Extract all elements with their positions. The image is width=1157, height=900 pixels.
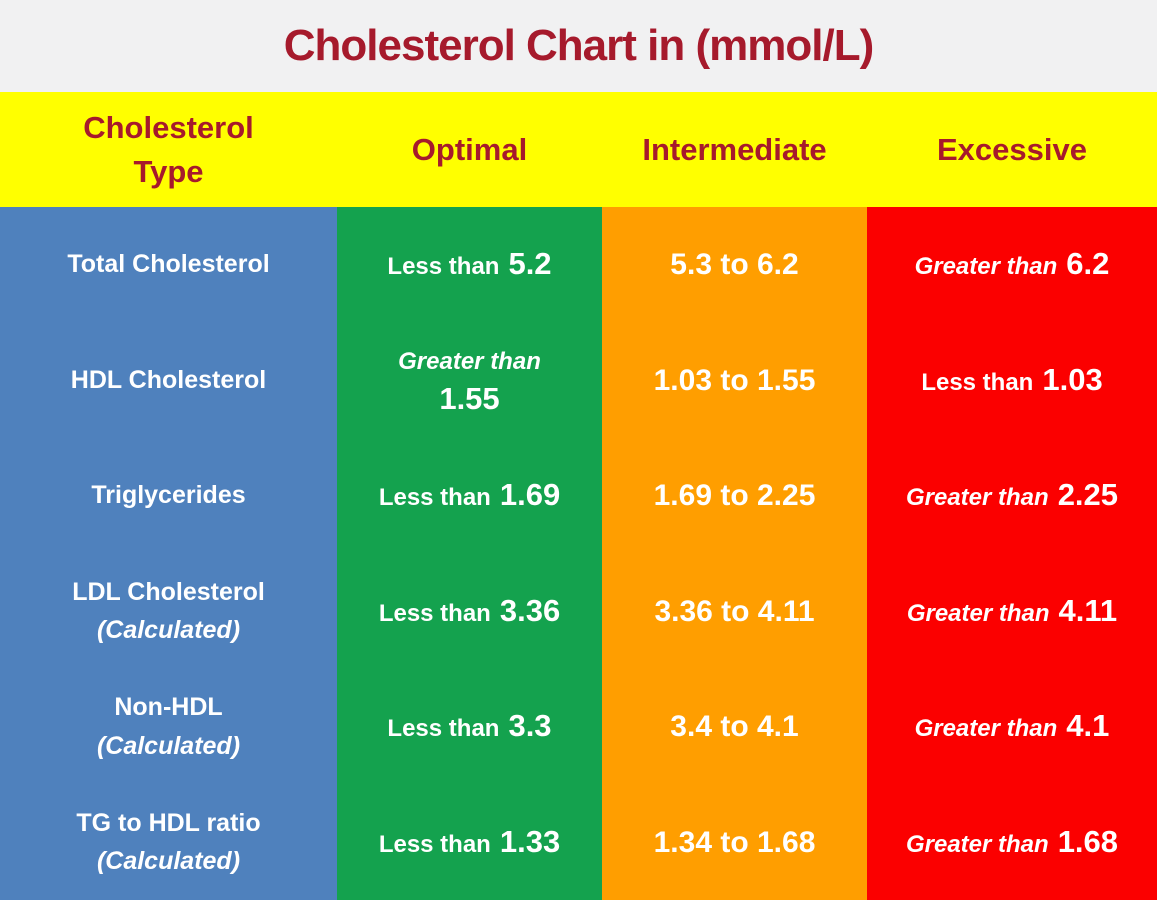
title-band: Cholesterol Chart in (mmol/L) [0,0,1157,92]
value-text: 4.11 [1058,592,1118,628]
cell-intermediate-non-hdl: 3.4 to 4.1 [602,669,867,785]
row-label-text: LDL Cholesterol [72,577,265,606]
range-text: 1.34 to 1.68 [653,825,816,859]
column-header-line: Optimal [411,131,528,167]
range-text: 1.03 to 1.55 [653,363,816,397]
value-text: 6.2 [1066,246,1110,282]
row-label-total-cholesterol: Total Cholesterol [0,207,337,323]
column-header-line: Type [133,153,204,189]
row-label-tg-to-hdl-ratio: TG to HDL ratio (Calculated) [0,784,337,900]
cell-excessive-tg-to-hdl-ratio: Greater than 1.68 [867,784,1157,900]
value-text: 1.03 [1042,361,1103,397]
qualifier-text: Greater than [914,253,1058,281]
row-label-subtext: (Calculated) [96,731,241,760]
row-label-triglycerides: Triglycerides [0,438,337,554]
column-header-optimal: Optimal [337,92,602,207]
cell-excessive-ldl-cholesterol: Greater than 4.11 [867,553,1157,669]
column-header-line: Excessive [937,131,1087,167]
table-header-row: Cholesterol Type Optimal Intermediate Ex… [0,92,1157,207]
row-label-subtext: (Calculated) [96,847,241,876]
value-text: 3.3 [508,708,552,744]
qualifier-text: Greater than [905,830,1049,858]
range-text: 3.4 to 4.1 [670,710,799,743]
range-text: 1.69 to 2.25 [653,479,816,512]
cell-excessive-non-hdl: Greater than 4.1 [867,669,1157,785]
qualifier-text: Greater than [914,715,1058,743]
qualifier-text: Less than [378,484,491,512]
column-header-line: Cholesterol [83,110,254,146]
row-label-text: Total Cholesterol [67,250,270,279]
row-label-hdl-cholesterol: HDL Cholesterol [0,322,337,438]
value-text: 5.2 [508,246,552,282]
cell-optimal-tg-to-hdl-ratio: Less than 1.33 [337,784,602,900]
qualifier-text: Greater than [905,484,1049,512]
qualifier-text: Less than [378,830,491,858]
range-text: 3.36 to 4.11 [654,594,815,628]
cell-optimal-triglycerides: Less than 1.69 [337,438,602,554]
cell-optimal-total-cholesterol: Less than 5.2 [337,207,602,323]
page-title: Cholesterol Chart in (mmol/L) [283,21,874,70]
value-text: 1.68 [1057,823,1119,859]
qualifier-text: Less than [921,368,1034,396]
value-text: 2.25 [1057,477,1119,513]
qualifier-text: Greater than [906,599,1050,627]
cell-intermediate-ldl-cholesterol: 3.36 to 4.11 [602,553,867,669]
range-text: 5.3 to 6.2 [670,248,799,281]
column-header-intermediate: Intermediate [602,92,867,207]
row-label-text: HDL Cholesterol [70,365,267,394]
table-body: Total Cholesterol Less than 5.2 5.3 to 6.… [0,207,1157,900]
value-text: 3.36 [499,592,561,628]
cell-intermediate-triglycerides: 1.69 to 2.25 [602,438,867,554]
cell-optimal-non-hdl: Less than 3.3 [337,669,602,785]
qualifier-text: Less than [387,715,500,743]
value-text: 1.33 [499,823,561,859]
cell-intermediate-total-cholesterol: 5.3 to 6.2 [602,207,867,323]
qualifier-text: Less than [378,599,491,627]
row-label-text: Triglycerides [91,481,246,510]
row-label-text: TG to HDL ratio [76,808,261,837]
row-label-subtext: (Calculated) [96,616,241,645]
cell-optimal-ldl-cholesterol: Less than 3.36 [337,553,602,669]
cell-intermediate-hdl-cholesterol: 1.03 to 1.55 [602,322,867,438]
cell-excessive-triglycerides: Greater than 2.25 [867,438,1157,554]
row-label-non-hdl: Non-HDL (Calculated) [0,669,337,785]
cell-intermediate-tg-to-hdl-ratio: 1.34 to 1.68 [602,784,867,900]
column-header-excessive: Excessive [867,92,1157,207]
cell-excessive-total-cholesterol: Greater than 6.2 [867,207,1157,323]
value-text: 1.55 [439,380,500,416]
row-label-text: Non-HDL [114,693,223,721]
row-label-ldl-cholesterol: LDL Cholesterol (Calculated) [0,553,337,669]
column-header-cholesterol-type: Cholesterol Type [0,92,337,207]
qualifier-text: Less than [387,253,500,281]
qualifier-text: Greater than [398,347,541,375]
cell-excessive-hdl-cholesterol: Less than 1.03 [867,322,1157,438]
cell-optimal-hdl-cholesterol: Greater than 1.55 [337,322,602,438]
value-text: 1.69 [499,477,561,513]
column-header-line: Intermediate [642,131,827,167]
value-text: 4.1 [1066,708,1110,744]
